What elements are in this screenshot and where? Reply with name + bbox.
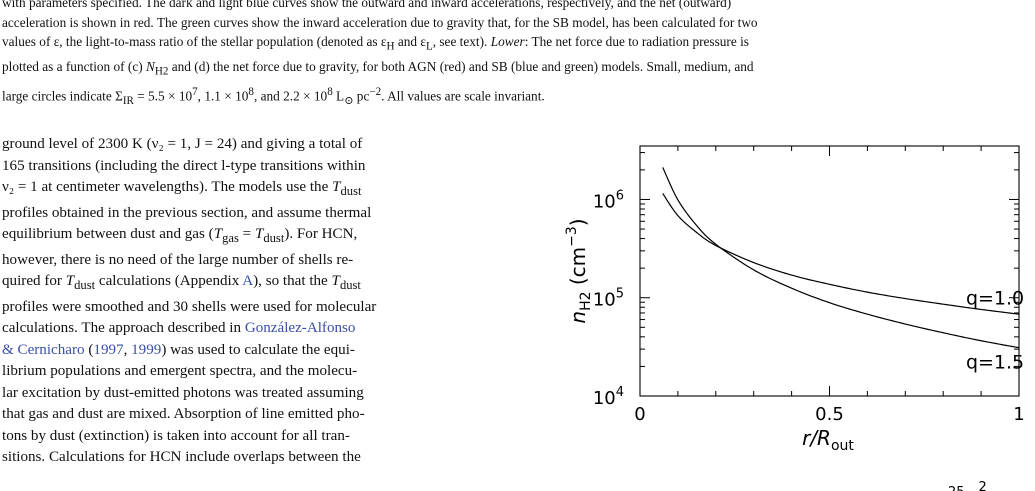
citation-year-link[interactable]: 1999 xyxy=(131,341,162,358)
caption-line-3: values of ε, the light-to-mass ratio of … xyxy=(2,34,749,53)
body-line: that gas and dust are mixed. Absorption … xyxy=(2,406,365,423)
x-tick-label: 0.5 xyxy=(815,404,844,425)
body-line: profiles obtained in the previous sectio… xyxy=(2,204,372,221)
citation-link[interactable]: González-Alfonso xyxy=(244,320,356,337)
body-line: ground level of 2300 K (ν₂ = 1, J = 24) … xyxy=(2,136,363,152)
density-curve xyxy=(662,193,1020,315)
y-tick-label: 105 xyxy=(593,287,624,311)
caption-line-1: with parameters specified. The dark and … xyxy=(2,0,732,10)
series-labels: q=1.0 q=1.5 xyxy=(966,288,1024,374)
density-curve xyxy=(662,167,1020,349)
body-line: tons by dust (extinction) is taken into … xyxy=(2,427,350,444)
caption-line-4: plotted as a function of (c) NH2 and (d)… xyxy=(2,59,754,79)
body-line: profiles were smoothed and 30 shells wer… xyxy=(2,298,377,315)
citation-link[interactable]: & Cernicharo xyxy=(2,341,85,358)
x-tick-label: 1 xyxy=(1013,404,1024,425)
caption-line-5: large circles indicate ΣIR = 5.5 × 107, … xyxy=(2,85,545,107)
appendix-link[interactable]: A xyxy=(242,273,254,290)
y-tick-labels: 104 105 106 xyxy=(593,188,624,409)
body-line: equilibrium between dust and gas (Tgas =… xyxy=(2,226,358,246)
body-line: & Cernicharo (1997, 1999) was used to ca… xyxy=(2,341,355,358)
x-tick-labels: 0 0.5 1 xyxy=(634,404,1024,425)
body-line: quired for Tdust calculations (Appendix … xyxy=(2,273,361,293)
x-axis-label: r/Rout xyxy=(802,426,854,454)
y-axis-ticks xyxy=(640,152,1019,397)
bottom-fragment: 252 xyxy=(948,480,987,491)
body-line: ν₂ = 1 at centimeter wavelengths). The m… xyxy=(2,179,362,199)
body-line: 165 transitions (including the direct l-… xyxy=(2,157,366,174)
x-tick-label: 0 xyxy=(634,404,645,425)
caption-line-2: acceleration is shown in red. The green … xyxy=(2,14,758,30)
body-line: librium populations and emergent spectra… xyxy=(2,363,358,380)
series-label: q=1.0 xyxy=(966,288,1024,310)
curves xyxy=(662,167,1020,349)
series-label: q=1.5 xyxy=(966,352,1024,374)
citation-year-link[interactable]: 1997 xyxy=(93,341,124,358)
plot-frame xyxy=(639,145,1020,397)
figure-caption: with parameters specified. The dark and … xyxy=(2,0,1030,111)
body-line: calculations. The approach described in … xyxy=(2,320,356,337)
body-line: however, there is no need of the large n… xyxy=(2,251,354,268)
y-axis-label: nH2 (cm−3) xyxy=(564,218,594,323)
x-axis-ticks xyxy=(639,146,1020,396)
y-tick-label: 104 xyxy=(593,385,624,409)
body-line: sitions. Calculations for HCN include ov… xyxy=(2,449,361,466)
y-tick-label: 106 xyxy=(593,188,624,212)
body-text-column: ground level of 2300 K (ν₂ = 1, J = 24) … xyxy=(2,134,510,469)
body-line: lar excitation by dust-emitted photons w… xyxy=(2,384,364,401)
